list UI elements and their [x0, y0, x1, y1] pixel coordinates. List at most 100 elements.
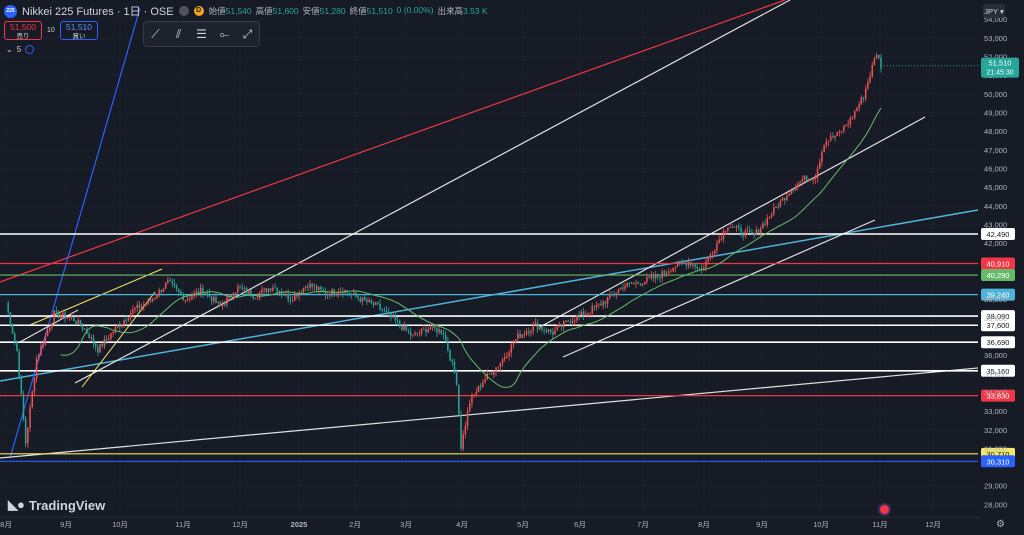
candle-body	[261, 289, 263, 293]
candle-body	[713, 250, 716, 254]
candle-body	[650, 275, 653, 278]
candle-body	[13, 333, 16, 343]
candle-body	[495, 367, 497, 372]
candle-body	[674, 266, 677, 268]
y-tick-label: 53,000	[984, 34, 1007, 43]
eye-icon[interactable]	[25, 45, 35, 54]
candle-body	[731, 227, 734, 228]
red-trend-line	[0, 0, 786, 283]
candle-body	[276, 287, 279, 293]
candle-body	[633, 283, 635, 285]
candle-body	[528, 331, 530, 333]
candle-body	[108, 338, 110, 340]
candle-body	[521, 334, 524, 338]
symbol-title[interactable]: Nikkei 225 Futures · 1日 · OSE	[22, 6, 174, 18]
candle-body	[803, 175, 806, 180]
candle-body	[121, 323, 123, 327]
candle-body	[788, 193, 790, 196]
candle-body	[79, 319, 82, 326]
candle-body	[59, 315, 62, 318]
candle-body	[845, 125, 847, 126]
candle-body	[359, 298, 362, 302]
horizontal-lines-tool-icon[interactable]: ☰	[196, 27, 207, 41]
y-tick-label: 48,000	[984, 127, 1007, 136]
candle-body	[560, 324, 563, 328]
candle-body	[132, 309, 134, 314]
gear-icon[interactable]: ⚙	[996, 519, 1005, 530]
candle-body	[418, 333, 421, 335]
candle-body	[372, 302, 375, 306]
trend-line-tool-icon[interactable]: ⟋	[151, 26, 160, 41]
lot-size[interactable]: 10	[47, 27, 55, 34]
candle-body	[571, 320, 574, 323]
indicator-toggle[interactable]: ⌄ 5	[6, 45, 35, 54]
y-tick-label: 32,000	[984, 426, 1007, 435]
y-tick-label: 39,000	[984, 295, 1007, 304]
candle-body	[29, 407, 31, 428]
y-tick-label: 34,000	[984, 388, 1007, 397]
candle-body	[293, 294, 296, 301]
price-level-label: 35,160	[987, 367, 1010, 376]
candle-body	[567, 320, 569, 322]
sell-button[interactable]: 51,500 売り	[4, 21, 42, 40]
candle-body	[160, 289, 163, 292]
candle-body	[302, 288, 305, 293]
candle-body	[591, 306, 594, 314]
candle-body	[370, 299, 373, 303]
candle-body	[751, 231, 753, 234]
candle-body	[328, 294, 331, 296]
x-tick-label: 11月	[175, 520, 190, 529]
candle-body	[805, 175, 808, 182]
candle-body	[602, 301, 604, 306]
candle-body	[508, 352, 510, 357]
buy-button[interactable]: 51,510 買い	[60, 21, 98, 40]
candle-body	[223, 304, 226, 306]
x-tick-label: 3月	[400, 520, 412, 529]
currency-select[interactable]: JPY ▾	[983, 4, 1005, 18]
price-level-tag	[981, 336, 1015, 349]
candle-body	[300, 292, 303, 294]
candle-body	[440, 329, 443, 335]
candle-body	[573, 320, 576, 322]
ma-line	[60, 107, 882, 388]
candle-body	[718, 239, 720, 244]
candle-body	[379, 303, 381, 310]
candle-body	[565, 320, 567, 322]
price-level-tag	[981, 310, 1015, 323]
candle-body	[549, 329, 552, 332]
candle-body	[64, 312, 66, 319]
chevron-down-icon[interactable]: ⌄	[6, 45, 13, 54]
candle-body	[298, 292, 300, 297]
parallel-channel-tool-icon[interactable]: ⫽	[175, 26, 182, 41]
white-upper-channel-line	[74, 0, 791, 384]
x-tick-label: 9月	[60, 520, 72, 529]
candle-body	[210, 296, 213, 302]
candle-body	[129, 313, 132, 319]
price-level-tag	[981, 269, 1015, 282]
candle-body	[764, 223, 766, 225]
candle-body	[158, 289, 160, 296]
alert-icon[interactable]	[878, 503, 891, 516]
candle-body	[770, 214, 773, 217]
candle-body	[145, 303, 147, 305]
candle-body	[860, 97, 863, 105]
candle-body	[215, 296, 217, 303]
candle-body	[587, 313, 589, 315]
candle-body	[753, 233, 755, 236]
last-price-tag	[981, 57, 1019, 78]
candle-body	[711, 253, 714, 255]
candle-body	[138, 304, 141, 309]
candle-body	[153, 297, 156, 300]
price-level-label: 30,710	[987, 450, 1010, 459]
candle-body	[534, 322, 537, 326]
y-tick-label: 49,000	[984, 109, 1007, 118]
horizontal-ray-tool-icon[interactable]: ⟜	[219, 26, 230, 41]
candle-body	[661, 271, 664, 279]
price-level-label: 42,490	[987, 230, 1010, 239]
candle-body	[786, 195, 788, 200]
candle-body	[75, 321, 77, 324]
ray-tool-icon[interactable]: ⤢	[242, 26, 253, 41]
candle-body	[532, 325, 534, 331]
y-tick-label: 52,000	[984, 53, 1007, 62]
